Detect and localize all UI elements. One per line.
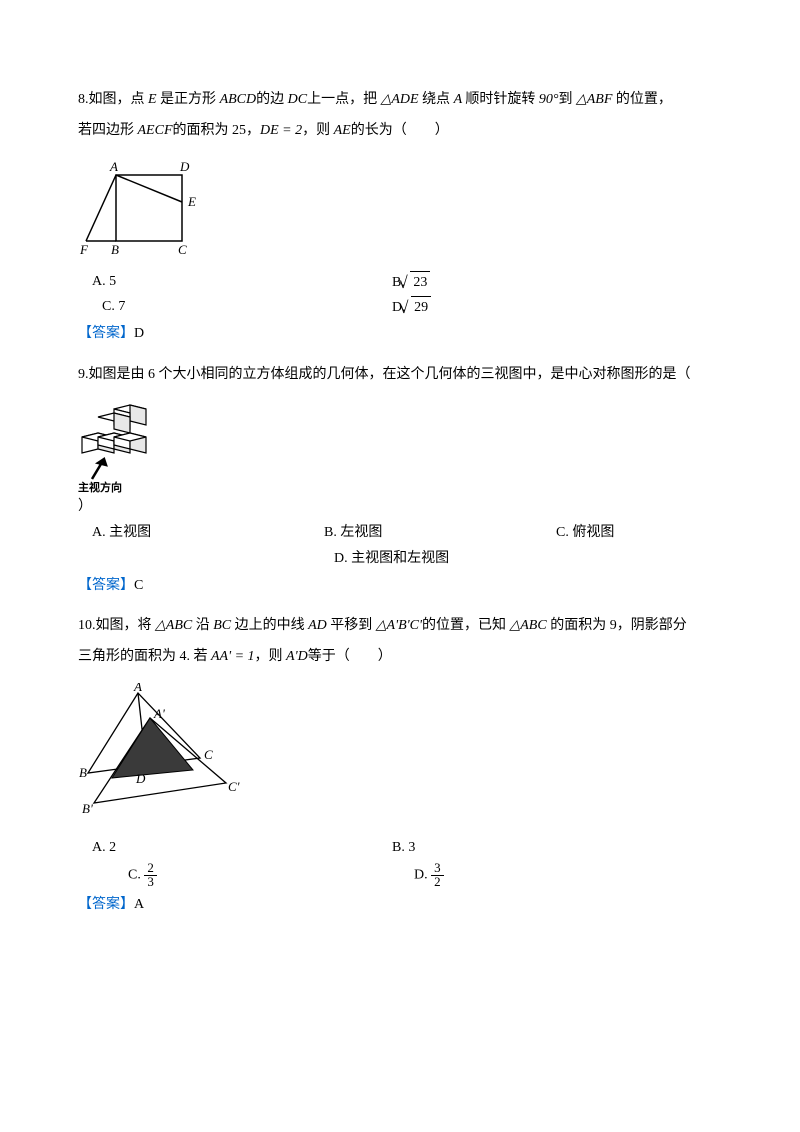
q10-figure: A A' B B' C C' D — [78, 683, 722, 823]
q8-optD: D. √29 — [378, 296, 431, 319]
q9-optA: A. 主视图 — [78, 522, 310, 544]
q10-label-C: C — [204, 747, 213, 762]
q10-options-row2: C. 23 D. 32 — [78, 861, 722, 890]
q9-view-label: 主视方向 — [78, 480, 122, 494]
q8-options-row1: A. 5 B. √23 — [78, 271, 722, 294]
q8-label-E: E — [187, 194, 196, 209]
q10-label-A: A — [133, 683, 142, 694]
q8-optC: C. 7 — [78, 296, 378, 319]
q8-num: 8. — [78, 92, 89, 107]
fraction: 32 — [431, 861, 444, 890]
q8-text: 8.如图，点 E 是正方形 ABCD的边 DC上一点，把 △ADE 绕点 A 顺… — [78, 85, 722, 147]
q9-text: 9.如图是由 6 个大小相同的立方体组成的几何体，在这个几何体的三视图中，是中心… — [78, 360, 722, 391]
sqrt-icon: √23 — [408, 271, 430, 294]
q9-options-row1: A. 主视图 B. 左视图 C. 俯视图 — [78, 522, 722, 544]
q9-end-paren: ） — [78, 496, 722, 518]
q10-text: 10.如图，将 △ABC 沿 BC 边上的中线 AD 平移到 △A'B'C'的位… — [78, 611, 722, 673]
q9-num: 9. — [78, 367, 89, 382]
q8-optB: B. √23 — [378, 271, 430, 294]
q10-optD: D. 32 — [378, 861, 444, 890]
q9-figure: 主视方向 — [72, 401, 722, 496]
q10-num: 10. — [78, 618, 96, 633]
q9-optB: B. 左视图 — [310, 522, 542, 544]
q10-label-Cp: C' — [228, 779, 240, 794]
q10-answer: 【答案】A — [78, 894, 722, 916]
q10-label-B: B — [79, 765, 87, 780]
q8-options-row2: C. 7 D. √29 — [78, 296, 722, 319]
q10-optA: A. 2 — [78, 837, 378, 859]
q8-label-A: A — [109, 159, 118, 174]
q8-label-C: C — [178, 242, 187, 257]
q10-label-D: D — [135, 771, 146, 786]
q8-figure: A D E F B C — [78, 157, 722, 257]
q9-optD: D. 主视图和左视图 — [78, 548, 722, 570]
q10-optC: C. 23 — [78, 861, 378, 890]
q9-answer: 【答案】C — [78, 575, 722, 597]
q8-label-D: D — [179, 159, 190, 174]
sqrt-icon: √29 — [409, 296, 431, 319]
q8-answer: 【答案】D — [78, 323, 722, 345]
q10-label-Ap: A' — [153, 706, 165, 721]
q9-optC: C. 俯视图 — [542, 522, 614, 544]
q8-label-B: B — [111, 242, 119, 257]
q10-options-row1: A. 2 B. 3 — [78, 837, 722, 859]
q10-label-Bp: B' — [82, 801, 93, 816]
q8-label-F: F — [79, 242, 89, 257]
q10-optB: B. 3 — [378, 837, 415, 859]
fraction: 23 — [144, 861, 157, 890]
q8-optA: A. 5 — [78, 271, 378, 294]
